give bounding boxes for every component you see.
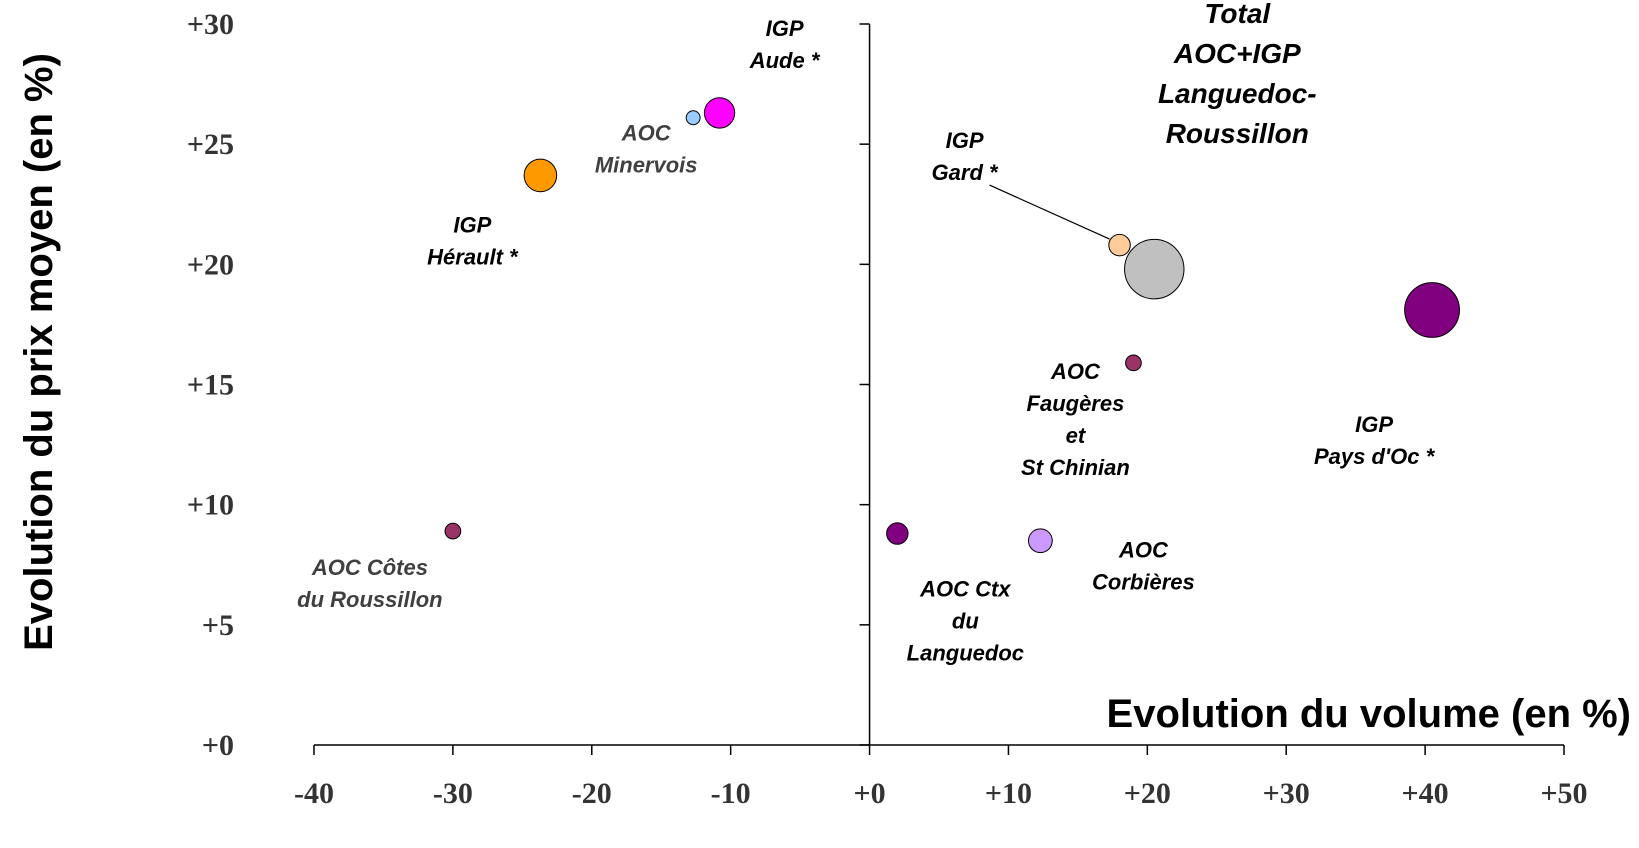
label-gard: IGP Gard * (932, 128, 999, 185)
x-tick-label: +50 (1540, 777, 1587, 810)
bubble-total (1124, 238, 1185, 300)
bubble-cotes-roussillon (444, 522, 462, 540)
bubble-corbieres (1027, 528, 1053, 554)
y-tick-label: +30 (187, 8, 234, 41)
label-corbieres: AOC Corbières (1092, 538, 1195, 595)
bubble-labels: Total AOC+IGP Languedoc-Roussillon IGP Pays … (297, 0, 1435, 666)
bubble-faugeres (1125, 354, 1142, 372)
y-tick-label: +20 (187, 248, 234, 281)
bubble-gard (1108, 233, 1131, 257)
x-tick-label: +20 (1124, 777, 1171, 810)
axes (314, 24, 1564, 746)
x-tick-label: +0 (854, 777, 886, 810)
x-tick-label: -10 (711, 777, 751, 810)
x-tick-label: -30 (433, 777, 473, 810)
leader-gard (989, 184, 1110, 240)
x-tick-label: +30 (1263, 777, 1310, 810)
x-tick-label: -40 (294, 777, 334, 810)
x-tick-label: +10 (985, 777, 1032, 810)
y-tick-label: +15 (187, 369, 234, 402)
y-axis-title: Evolution du prix moyen (en %) (17, 53, 61, 651)
y-tick-label: +10 (187, 489, 234, 522)
x-tick-label: -20 (572, 777, 612, 810)
y-tick-label: +5 (202, 609, 234, 642)
bubble-herault (523, 158, 558, 193)
y-tick-label: +25 (187, 128, 234, 161)
tick-labels: -40 -30 -20 -10 +0 +10 +20 +30 +40 +50 +0 +5 +10 +15 +… (187, 8, 1588, 810)
label-herault: IGP Hérault * (427, 212, 519, 269)
label-total: Total AOC+IGP Languedoc-Roussillon (1158, 0, 1317, 149)
label-faugeres: AOC Faugères et St Chinian (1021, 359, 1130, 480)
bubble-aude (703, 97, 736, 129)
x-tick-label: +40 (1402, 777, 1449, 810)
label-coteaux-languedoc: AOC Ctx du Languedoc (907, 577, 1024, 666)
label-minervois: AOC Minervois (595, 121, 698, 178)
label-pays-doc: IGP Pays d'Oc * (1314, 412, 1436, 469)
bubble-coteaux-languedoc (886, 522, 909, 545)
ticks (313, 23, 1565, 755)
label-cotes-roussillon: AOC Côtes du Roussillon (297, 555, 442, 612)
bubbles (444, 97, 1460, 554)
bubble-minervois (685, 110, 701, 126)
x-axis-title: Evolution du volume (en %) (1107, 692, 1631, 736)
leader-lines (989, 184, 1110, 240)
label-aude: IGP Aude * (749, 16, 821, 73)
bubble-pays-doc (1404, 282, 1460, 338)
y-tick-label: +0 (202, 729, 234, 762)
